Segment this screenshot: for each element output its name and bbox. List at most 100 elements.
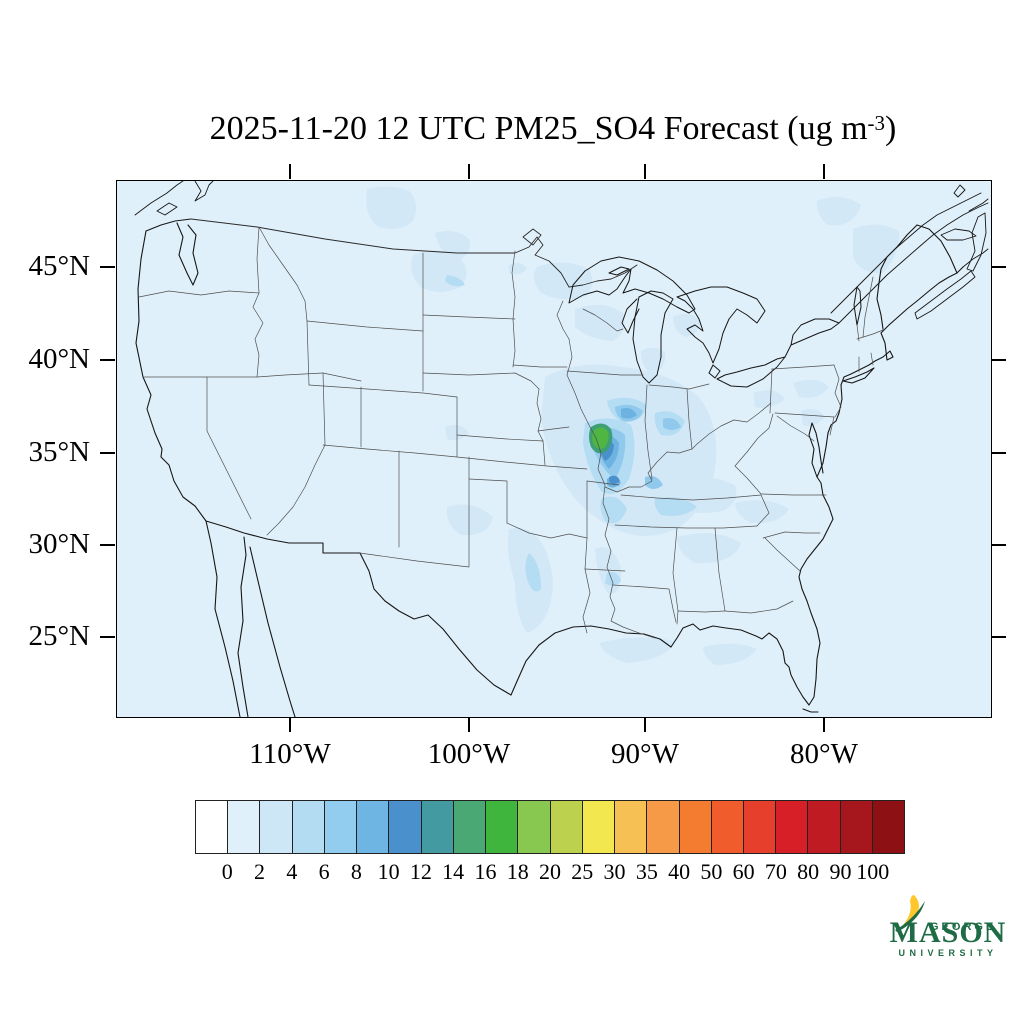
- colorbar-tick-label: 18: [506, 859, 529, 884]
- state-border: [582, 308, 624, 332]
- colorbar-cell: [517, 800, 551, 854]
- lon-axis-label: 80°W: [790, 738, 858, 770]
- colorbar-cell: [646, 800, 680, 854]
- state-border: [258, 226, 308, 322]
- state-border: [266, 444, 326, 536]
- colorbar-tick-label: 0: [221, 859, 233, 884]
- state-border: [672, 527, 679, 625]
- great-lakes-outline: [621, 298, 640, 334]
- lat-tick-right: [991, 636, 1006, 638]
- colorbar-tick-label: 16: [474, 859, 497, 884]
- us-coastline: [802, 708, 819, 713]
- lon-axis-label: 90°W: [611, 738, 679, 770]
- colorbar-tick-label: 6: [318, 859, 330, 884]
- contour-patch: [592, 427, 609, 449]
- state-border: [764, 537, 801, 572]
- canada-coastline: [940, 228, 977, 241]
- us-coastline: [916, 224, 958, 274]
- logo-mason-text: MASON: [889, 916, 1007, 949]
- lat-tick-left: [100, 636, 115, 638]
- title-exponent: -3: [867, 111, 886, 135]
- us-coastline: [205, 520, 512, 696]
- title-main: 2025-11-20 12 UTC PM25_SO4 Forecast (ug …: [209, 110, 868, 147]
- us-coastline: [249, 546, 296, 717]
- state-border: [566, 338, 656, 639]
- state-border: [468, 478, 508, 524]
- state-border: [306, 320, 424, 332]
- state-border: [142, 372, 324, 378]
- canada-coastline: [968, 198, 989, 212]
- us-coastline: [205, 520, 241, 717]
- colorbar-tick-label: 30: [603, 859, 626, 884]
- lat-tick-right: [991, 544, 1006, 546]
- lon-tick-top: [468, 164, 470, 179]
- state-border: [512, 364, 568, 368]
- contour-patch: [575, 304, 625, 341]
- international-border: [568, 264, 638, 288]
- contour-patch: [525, 553, 541, 592]
- colorbar-cell: [710, 800, 744, 854]
- lon-tick-top: [644, 164, 646, 179]
- colorbar-tick-label: 10: [377, 859, 400, 884]
- colorbar-cell: [420, 800, 454, 854]
- state-border: [537, 426, 570, 432]
- contour-patch: [853, 224, 900, 274]
- lat-tick-right: [991, 359, 1006, 361]
- canada-coastline: [134, 181, 184, 216]
- state-border: [774, 412, 835, 418]
- colorbar-cell: [195, 800, 229, 854]
- canada-coastline: [156, 202, 178, 216]
- colorbar-tick-label: 90: [829, 859, 852, 884]
- great-lakes-outline: [784, 344, 792, 358]
- great-lakes-outline: [608, 266, 630, 276]
- colorbar-cell: [678, 800, 712, 854]
- colorbar-cell: [388, 800, 422, 854]
- state-border: [422, 314, 516, 320]
- great-lakes-outline: [568, 256, 696, 314]
- colorbar: [195, 800, 906, 854]
- us-coastline: [876, 224, 918, 330]
- state-border: [870, 352, 874, 366]
- colorbar-cell: [614, 800, 648, 854]
- colorbar-tick-label: 14: [442, 859, 465, 884]
- state-border: [542, 440, 546, 466]
- colorbar-tick-label: 80: [797, 859, 820, 884]
- us-coastline: [237, 536, 249, 717]
- state-border: [714, 527, 726, 612]
- lon-axis-label: 110°W: [249, 738, 331, 770]
- great-lakes-outline: [790, 318, 840, 346]
- contour-patch: [621, 407, 637, 419]
- lat-tick-left: [100, 452, 115, 454]
- colorbar-cell: [259, 800, 293, 854]
- contour-patch: [595, 547, 622, 595]
- lon-tick-bottom: [823, 717, 825, 732]
- state-border: [648, 383, 710, 390]
- state-border: [584, 537, 588, 570]
- contour-patch: [735, 500, 789, 524]
- great-lakes-outline: [632, 290, 674, 384]
- colorbar-tick-label: 4: [286, 859, 298, 884]
- lat-tick-right: [991, 266, 1006, 268]
- lat-tick-right: [991, 452, 1006, 454]
- lat-tick-left: [100, 544, 115, 546]
- state-border: [511, 250, 516, 320]
- colorbar-tick-label: 60: [732, 859, 755, 884]
- state-border: [769, 368, 773, 414]
- state-border: [760, 493, 827, 496]
- us-coastline: [135, 230, 207, 522]
- state-border: [456, 434, 544, 442]
- colorbar-tick-label: 40: [668, 859, 691, 884]
- contour-patch: [654, 497, 697, 516]
- contour-patch: [509, 262, 527, 275]
- state-border: [734, 465, 762, 495]
- state-border: [582, 568, 591, 634]
- gmu-flame-icon: [895, 895, 925, 932]
- state-border: [422, 372, 540, 390]
- contour-patch: [445, 275, 465, 287]
- colorbar-tick-label: 2: [254, 859, 266, 884]
- state-border: [829, 416, 835, 436]
- state-border: [359, 456, 470, 568]
- forecast-map: [116, 180, 992, 718]
- canada-coastline: [914, 270, 976, 320]
